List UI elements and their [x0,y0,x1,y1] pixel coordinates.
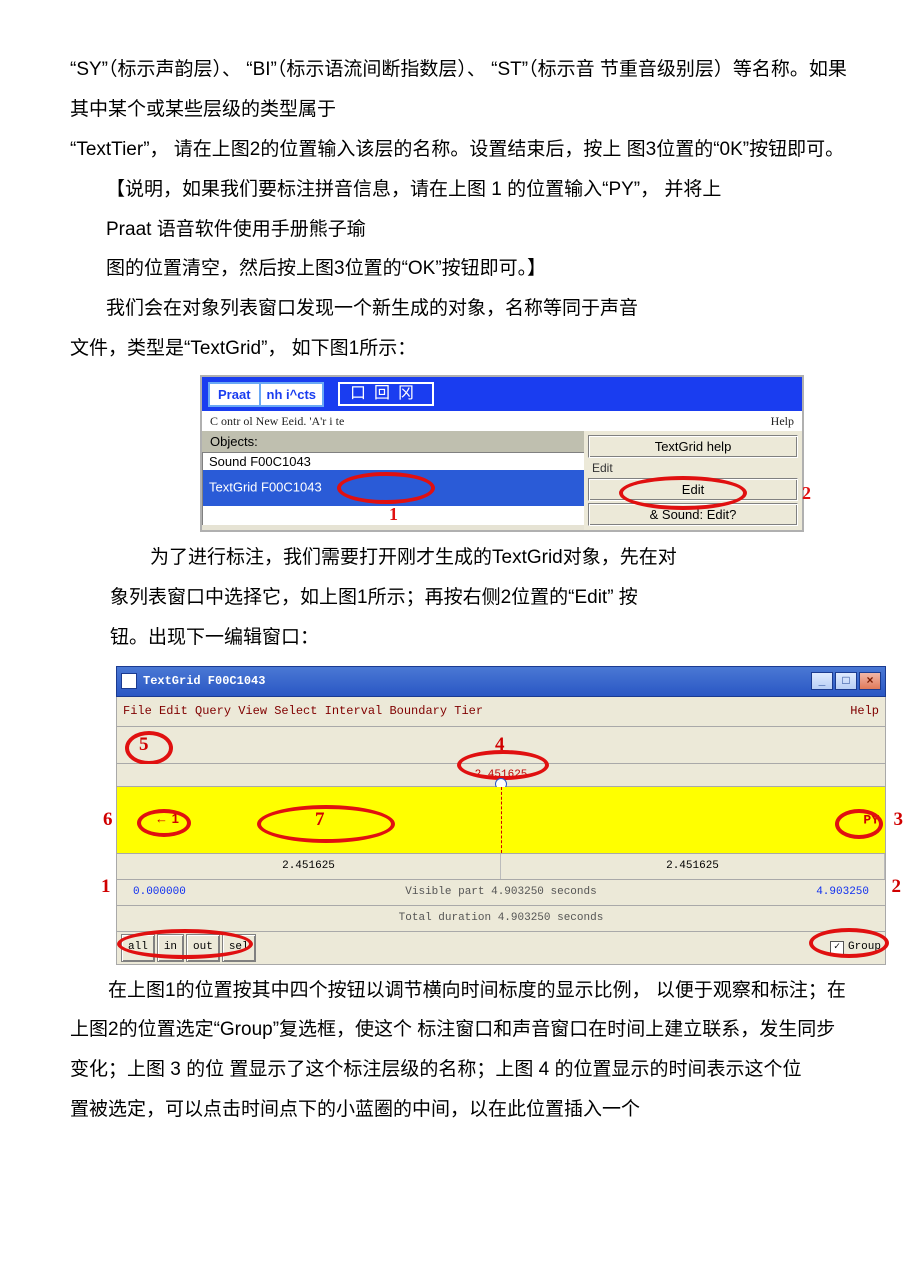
objects-header: Objects: [202,431,584,452]
time-ruler: 4 2.451625 [116,764,886,787]
menu-left[interactable]: C ontr ol New Eeid. 'A'r i te [210,415,344,427]
annotation-ring-icon [125,731,173,765]
group-label: Group [848,936,881,959]
zoom-in-button[interactable]: in [157,934,184,961]
paragraph: 【说明，如果我们要标注拼音信息，请在上图 1 的位置输入“PY”， 并将上 [70,170,850,210]
total-duration: Total duration 4.903250 seconds [116,906,886,932]
time-right: 2.451625 [501,854,885,879]
paragraph: 钮。出现下一编辑窗口： [70,618,850,658]
cursor-line [501,787,502,853]
zoom-button-row: all in out sel ✓ Group [116,932,886,964]
group-checkbox[interactable]: ✓ [830,941,844,955]
paragraph: 为了进行标注，我们需要打开刚才生成的TextGrid对象，先在对 [70,538,850,578]
paragraph: 象列表窗口中选择它，如上图1所示；再按右侧2位置的“Edit” 按 [70,578,850,618]
zoom-all-button[interactable]: all [121,934,155,961]
arrow-icon: ← 1 [155,811,179,826]
list-item-label: TextGrid F00C1043 [209,480,322,495]
titlebar: Praat nh i^cts 口回冈 [202,377,802,411]
visible-start: 0.000000 [117,880,202,905]
paragraph: 在上图1的位置按其中四个按钮以调节横向时间标度的显示比例， 以便于观察和标注；在… [70,971,850,1091]
paragraph: 我们会在对象列表窗口发现一个新生成的对象，名称等同于声音 [70,289,850,329]
sound-edit-button[interactable]: & Sound: Edit? [588,503,798,526]
menu-help[interactable]: Help [850,699,879,724]
menu-items[interactable]: File Edit Query View Select Interval Bou… [123,699,483,724]
minimize-button[interactable]: _ [811,672,833,690]
menu-bar: C ontr ol New Eeid. 'A'r i te Help [202,411,802,431]
annotation-ring-icon [337,472,435,504]
window-icon [121,673,137,689]
edit-label: Edit [588,460,798,476]
window-title: TextGrid F00C1043 [143,669,265,694]
annotation-number: 1 [203,504,584,525]
paragraph: “TextTier”， 请在上图2的位置输入该层的名称。设置结束后，按上 图3位… [70,130,850,170]
objects-panel: Objects: Sound F00C1043 TextGrid F00C104… [202,431,584,530]
paragraph: Praat 语音软件使用手册熊子瑜 [70,210,850,250]
annotation-number: 2 [802,483,811,504]
visible-row: 1 0.000000 Visible part 4.903250 seconds… [116,880,886,906]
annotation-number: 2 [892,876,902,898]
annotation-ring-icon [257,805,395,843]
paragraph: “SY”（标示声韵层）、 “BI”（标示语流间断指数层）、 “ST”（标示音 节… [70,50,850,130]
list-item-selected[interactable]: TextGrid F00C1043 [203,470,584,506]
paragraph: 置被选定，可以点击时间点下的小蓝圈的中间，以在此位置插入一个 [70,1090,850,1130]
figure-praat-objects: Praat nh i^cts 口回冈 C ontr ol New Eeid. '… [200,375,804,532]
maximize-button[interactable]: □ [835,672,857,690]
menu-bar[interactable]: File Edit Query View Select Interval Bou… [116,697,886,727]
close-button[interactable]: × [859,672,881,690]
objects-list[interactable]: Sound F00C1043 TextGrid F00C1043 1 [202,452,584,525]
zoom-out-button[interactable]: out [186,934,220,961]
list-item[interactable]: Sound F00C1043 [203,453,584,470]
figure-textgrid-editor: TextGrid F00C1043 _ □ × File Edit Query … [116,666,886,965]
nav-pane: 5 [116,727,886,764]
app-subtitle: nh i^cts [259,382,325,407]
buttons-panel: TextGrid help Edit Edit 2 & Sound: Edit? [584,431,802,530]
annotation-number: 1 [101,876,111,898]
edit-button-label: Edit [682,482,704,497]
time-segments-row: 2.451625 2.451625 [116,854,886,880]
menu-help[interactable]: Help [771,415,794,427]
titlebar: TextGrid F00C1043 _ □ × [116,666,886,697]
document-page: “SY”（标示声韵层）、 “BI”（标示语流间断指数层）、 “ST”（标示音 节… [0,0,920,1268]
edit-button[interactable]: Edit 2 [588,478,798,501]
visible-end: 4.903250 [800,880,885,905]
annotation-number: 5 [139,734,149,756]
group-checkbox-container[interactable]: ✓ Group [830,936,881,959]
paragraph: 图的位置清空，然后按上图3位置的“OK”按钮即可。】 [70,249,850,289]
textgrid-help-button[interactable]: TextGrid help [588,435,798,458]
time-left: 2.451625 [117,854,501,879]
app-title: Praat [208,382,261,407]
window-controls: _ □ × [811,672,881,690]
annotation-number: 6 [103,809,113,831]
paragraph: 文件，类型是“TextGrid”， 如下图1所示： [70,329,850,369]
annotation-number: 3 [894,809,904,831]
zoom-sel-button[interactable]: sel [222,934,256,961]
visible-mid: Visible part 4.903250 seconds [202,881,800,904]
window-controls-icon: 口回冈 [338,382,434,406]
annotation-number: 7 [315,809,325,831]
tier-name-label: PY [863,813,879,828]
textgrid-tier[interactable]: PY 6 ← 1 7 3 [116,787,886,854]
